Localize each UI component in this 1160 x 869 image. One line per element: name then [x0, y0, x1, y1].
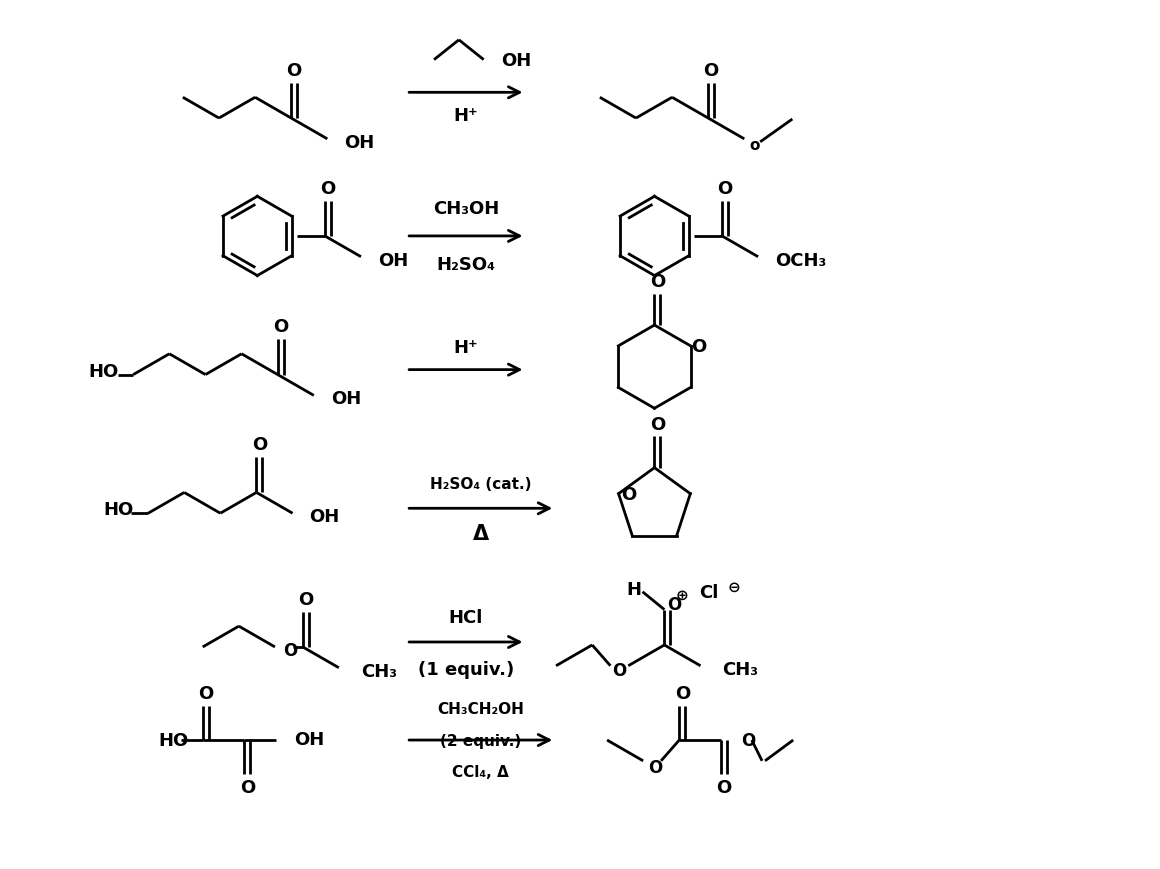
Text: HO: HO — [158, 731, 188, 749]
Text: HO: HO — [103, 501, 133, 519]
Text: o: o — [749, 138, 760, 153]
Text: OH: OH — [345, 134, 375, 152]
Text: O: O — [648, 758, 662, 776]
Text: ⊕: ⊕ — [676, 587, 689, 602]
Text: CCl₄, Δ: CCl₄, Δ — [452, 765, 509, 779]
Text: O: O — [198, 684, 213, 702]
Text: H⁺: H⁺ — [454, 338, 478, 356]
Text: O: O — [240, 778, 255, 796]
Text: O: O — [320, 180, 335, 197]
Text: (2 equiv.): (2 equiv.) — [440, 733, 521, 747]
Text: CH₃: CH₃ — [361, 662, 397, 680]
Text: O: O — [287, 62, 302, 80]
Text: CH₃: CH₃ — [723, 660, 759, 678]
Text: OH: OH — [310, 507, 340, 526]
Text: O: O — [741, 731, 755, 749]
Text: H: H — [626, 580, 641, 598]
Text: CH₃CH₂OH: CH₃CH₂OH — [437, 701, 524, 716]
Text: CH₃OH: CH₃OH — [433, 200, 499, 218]
Text: O: O — [612, 661, 626, 679]
Text: O: O — [283, 641, 297, 660]
Text: H⁺: H⁺ — [454, 107, 478, 125]
Text: O: O — [650, 415, 665, 433]
Text: (1 equiv.): (1 equiv.) — [418, 660, 514, 678]
Text: O: O — [621, 485, 636, 503]
Text: O: O — [298, 590, 313, 608]
Text: O: O — [717, 180, 733, 197]
Text: O: O — [650, 273, 665, 290]
Text: Cl: Cl — [699, 583, 719, 601]
Text: OH: OH — [378, 251, 408, 269]
Text: Δ: Δ — [472, 523, 488, 543]
Text: O: O — [691, 337, 706, 355]
Text: O: O — [273, 318, 289, 336]
Text: ⊖: ⊖ — [727, 579, 740, 594]
Text: OH: OH — [331, 390, 361, 408]
Text: OCH₃: OCH₃ — [775, 251, 826, 269]
Text: O: O — [252, 435, 267, 454]
Text: H₂SO₄ (cat.): H₂SO₄ (cat.) — [430, 476, 531, 492]
Text: O: O — [675, 684, 690, 702]
Text: O: O — [704, 62, 719, 80]
Text: O: O — [667, 595, 682, 613]
Text: H₂SO₄: H₂SO₄ — [436, 255, 495, 274]
Text: OH: OH — [295, 730, 325, 748]
Text: O: O — [717, 778, 732, 796]
Text: HO: HO — [88, 362, 118, 380]
Text: HCl: HCl — [449, 608, 483, 627]
Text: OH: OH — [501, 51, 531, 70]
